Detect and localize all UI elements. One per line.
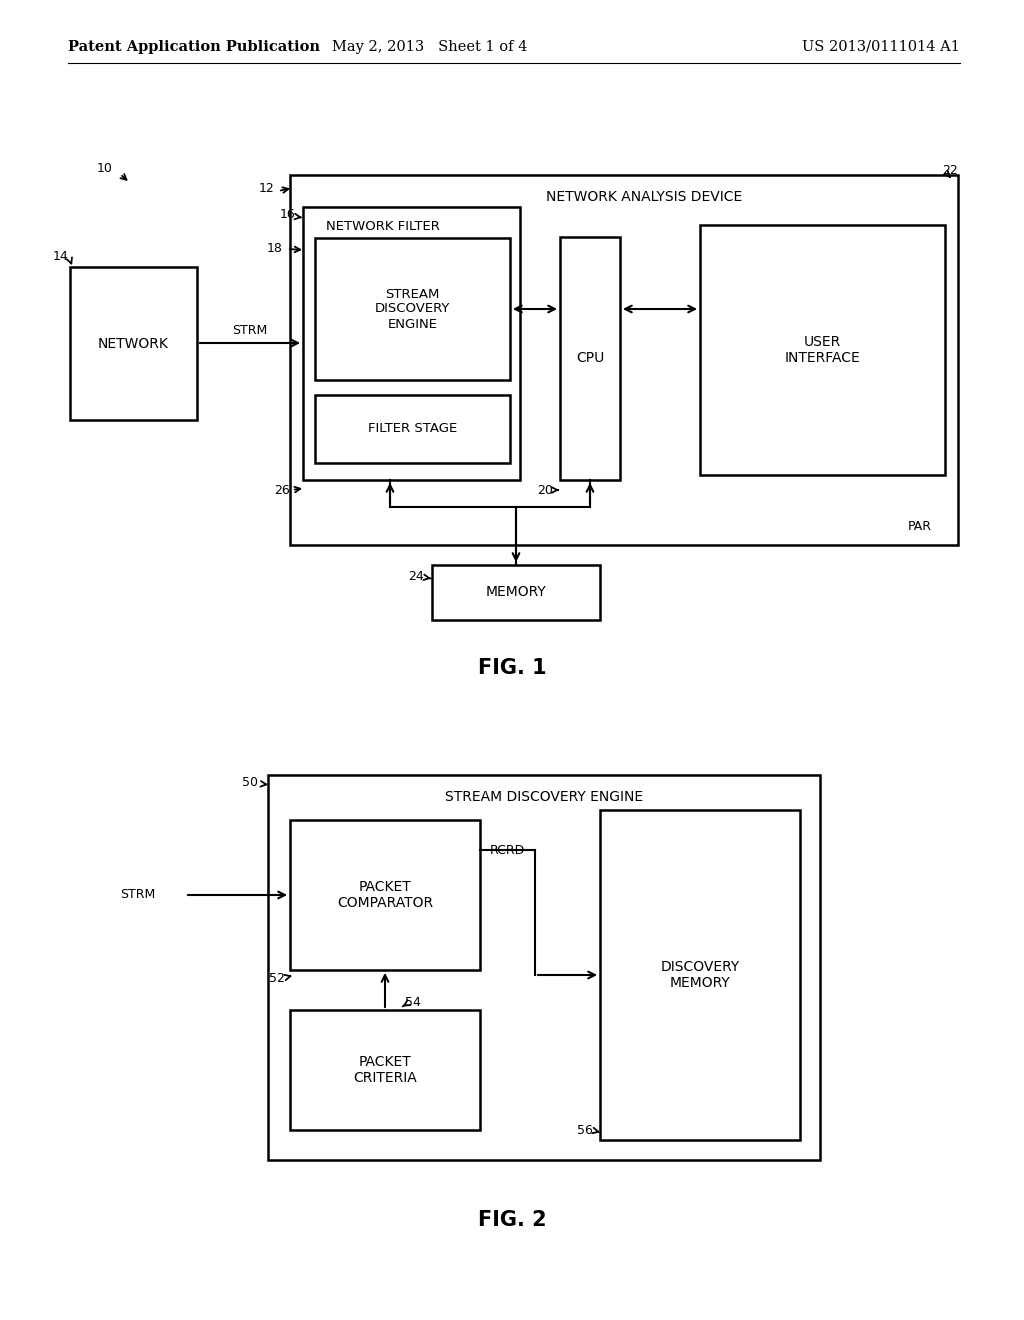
Text: 18: 18	[267, 242, 283, 255]
Text: FIG. 1: FIG. 1	[477, 657, 547, 678]
Text: PACKET
COMPARATOR: PACKET COMPARATOR	[337, 880, 433, 909]
Text: MEMORY: MEMORY	[485, 586, 547, 599]
Text: 52: 52	[269, 972, 285, 985]
Text: FILTER STAGE: FILTER STAGE	[368, 422, 457, 436]
Text: STREAM DISCOVERY ENGINE: STREAM DISCOVERY ENGINE	[445, 789, 643, 804]
Text: STREAM
DISCOVERY
ENGINE: STREAM DISCOVERY ENGINE	[375, 288, 451, 330]
Bar	[70, 267, 197, 420]
Bar	[560, 238, 620, 480]
Bar	[290, 176, 958, 545]
Bar	[600, 810, 800, 1140]
Text: 22: 22	[942, 164, 957, 177]
Bar	[290, 820, 480, 970]
Text: PAR: PAR	[908, 520, 932, 533]
Text: 12: 12	[258, 181, 274, 194]
Text: DISCOVERY
MEMORY: DISCOVERY MEMORY	[660, 960, 739, 990]
Text: USER
INTERFACE: USER INTERFACE	[784, 335, 860, 366]
Text: 26: 26	[274, 483, 290, 496]
Text: 16: 16	[280, 209, 295, 222]
Bar	[700, 224, 945, 475]
Text: NETWORK FILTER: NETWORK FILTER	[326, 220, 440, 234]
Text: 20: 20	[538, 483, 553, 496]
Text: May 2, 2013   Sheet 1 of 4: May 2, 2013 Sheet 1 of 4	[333, 40, 527, 54]
Text: 54: 54	[406, 995, 421, 1008]
Text: RCRD: RCRD	[490, 843, 525, 857]
Text: STRM: STRM	[120, 888, 155, 902]
Text: 56: 56	[578, 1123, 593, 1137]
Bar	[290, 1010, 480, 1130]
Bar	[432, 565, 600, 620]
Text: US 2013/0111014 A1: US 2013/0111014 A1	[802, 40, 961, 54]
Text: 24: 24	[409, 569, 424, 582]
Text: PACKET
CRITERIA: PACKET CRITERIA	[353, 1055, 417, 1085]
Text: NETWORK ANALYSIS DEVICE: NETWORK ANALYSIS DEVICE	[546, 190, 742, 205]
Text: CPU: CPU	[575, 351, 604, 366]
Text: STRM: STRM	[232, 325, 267, 338]
Bar	[268, 775, 820, 1160]
Bar	[315, 238, 510, 380]
Text: 10: 10	[97, 161, 113, 174]
Bar	[303, 207, 520, 480]
Text: NETWORK: NETWORK	[98, 337, 169, 351]
Text: FIG. 2: FIG. 2	[477, 1210, 547, 1230]
Text: 50: 50	[242, 776, 258, 788]
Text: 14: 14	[52, 249, 68, 263]
Bar	[315, 395, 510, 463]
Text: Patent Application Publication: Patent Application Publication	[68, 40, 319, 54]
